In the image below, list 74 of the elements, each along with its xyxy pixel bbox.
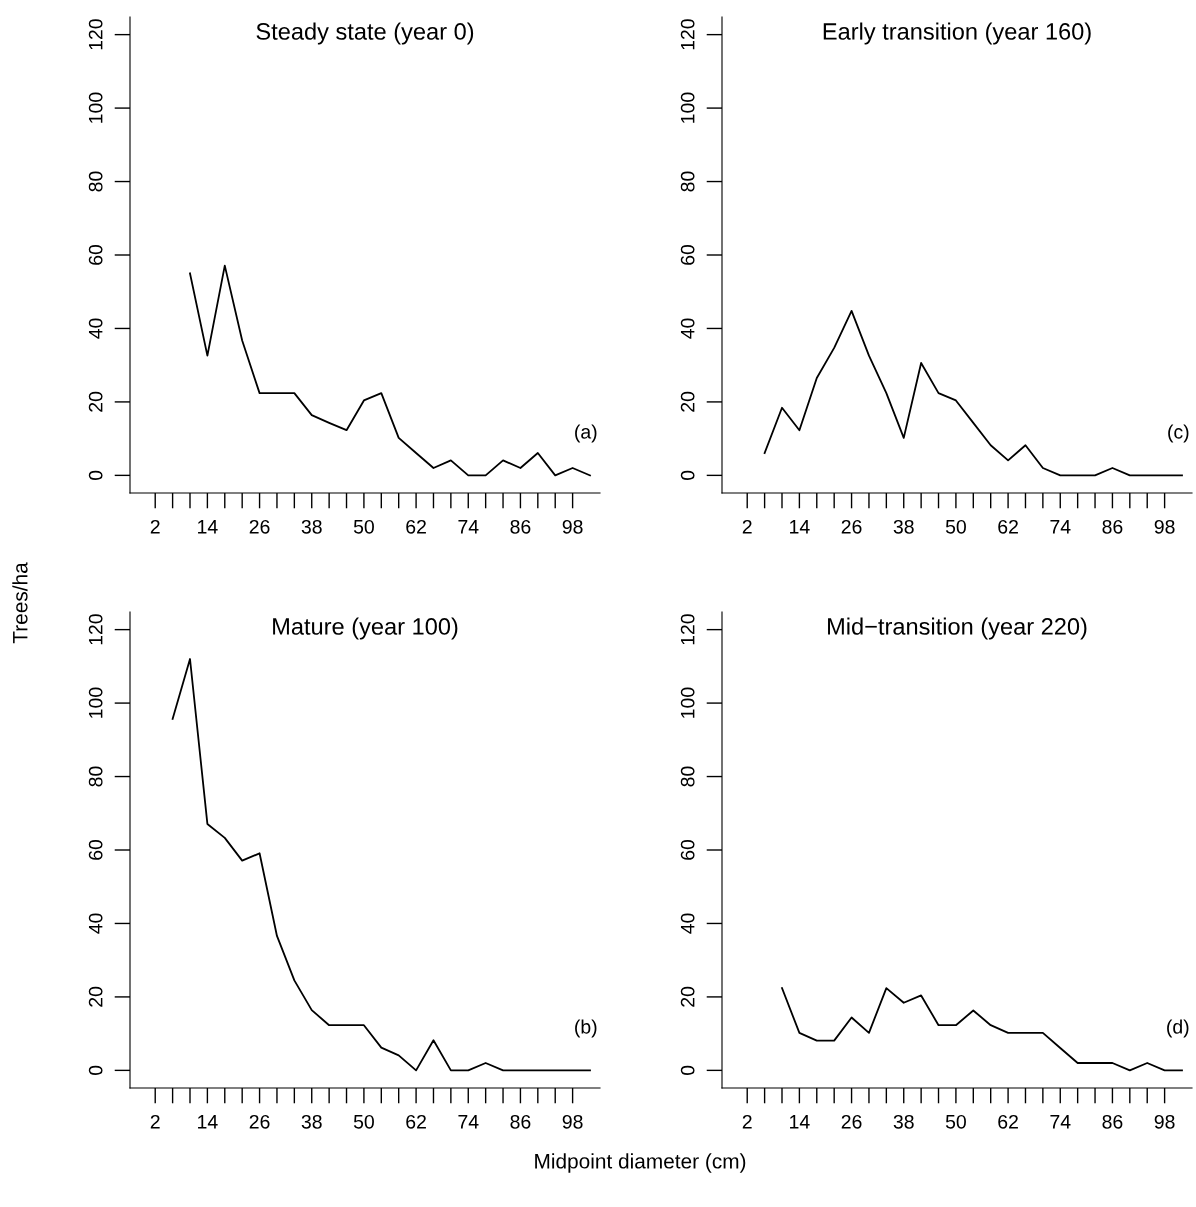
x-tick-label: 86 [510,519,531,534]
x-tick-label: 2 [150,1114,160,1129]
y-tick-label: 0 [680,470,695,481]
x-tick-label: 98 [562,519,583,534]
x-tick-label: 50 [353,1114,374,1129]
x-tick-label: 14 [198,520,218,534]
y-tick-label: 120 [88,614,103,645]
y-tick-label: 100 [88,687,103,718]
y-tick-label: 120 [680,19,695,50]
x-tick-label: 26 [841,1114,862,1129]
x-tick-label: 2 [742,519,752,534]
y-tick-label: 100 [680,687,695,718]
x-tick-label: 86 [1102,1114,1123,1129]
y-tick-label: 20 [680,986,695,1007]
y-tick-label: 40 [680,913,695,934]
x-tick-label: 74 [458,520,479,534]
y-tick-label: 20 [680,391,695,412]
y-tick-label: 80 [88,766,103,787]
chart-title: Mid−transition (year 220) [828,617,1087,640]
y-tick-label: 80 [680,766,695,787]
x-tick-label: 2 [150,519,160,534]
y-tick-label: 20 [88,391,103,412]
y-tick-label: 100 [680,92,695,123]
chart-title: Mature (year 100) [273,617,458,640]
x-tick-label: 38 [301,1114,322,1129]
x-tick-label: 98 [562,1114,583,1129]
x-tick-label: 2 [742,1114,752,1129]
y-tick-label: 20 [88,986,103,1007]
x-tick-label: 62 [998,1114,1018,1129]
chart-title: Steady state (year 0) [256,22,474,45]
chart-title: Early transition (year 160) [823,22,1091,45]
x-tick-label: 74 [458,1115,479,1129]
y-axis-title: Trees/ha [12,562,28,644]
y-tick-label: 60 [680,244,695,265]
x-tick-label: 26 [841,519,862,534]
x-tick-label: 86 [510,1114,531,1129]
y-tick-label: 120 [680,614,695,645]
x-tick-label: 74 [1050,520,1071,534]
y-tick-label: 80 [88,171,103,192]
y-tick-label: 80 [680,171,695,192]
x-tick-label: 98 [1154,1114,1175,1129]
x-tick-label: 26 [249,1114,270,1129]
y-tick-label: 40 [680,318,695,339]
x-tick-label: 74 [1050,1115,1071,1129]
x-tick-label: 38 [893,1114,914,1129]
y-tick-label: 60 [88,839,103,860]
annotation: (d) [1167,1019,1189,1038]
x-tick-label: 62 [406,1114,426,1129]
y-tick-label: 120 [88,19,103,50]
x-tick-label: 14 [790,520,810,534]
x-tick-label: 38 [893,519,914,534]
annotation: (b) [575,1019,597,1038]
y-tick-label: 40 [88,318,103,339]
y-tick-label: 100 [88,92,103,123]
x-tick-label: 50 [945,1114,966,1129]
x-axis-title: Midpoint diameter (cm) [535,1153,746,1173]
y-tick-label: 0 [680,1065,695,1076]
y-tick-label: 0 [88,1065,103,1076]
x-tick-label: 62 [998,519,1018,534]
x-tick-label: 50 [353,519,374,534]
y-tick-label: 0 [88,470,103,481]
x-tick-label: 62 [406,519,426,534]
y-tick-label: 60 [680,839,695,860]
x-tick-label: 26 [249,519,270,534]
y-tick-label: 60 [88,244,103,265]
x-tick-label: 14 [790,1115,810,1129]
x-tick-label: 98 [1154,519,1175,534]
x-tick-label: 86 [1102,519,1123,534]
x-tick-label: 14 [198,1115,218,1129]
annotation: (c) [1168,424,1189,443]
annotation: (a) [575,424,597,443]
y-tick-label: 40 [88,913,103,934]
x-tick-label: 38 [301,519,322,534]
x-tick-label: 50 [945,519,966,534]
